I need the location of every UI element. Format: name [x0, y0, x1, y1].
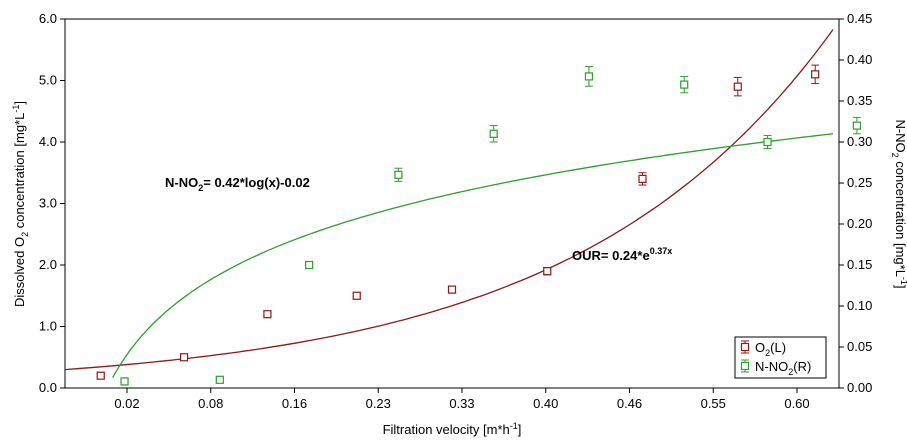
nno2-data-point — [680, 75, 689, 94]
o2-data-point — [543, 266, 552, 276]
left-tick-label: 6.0 — [39, 11, 57, 26]
o2-fit-equation: OUR= 0.24*e0.37x — [572, 246, 672, 263]
x-tick-label: 0.55 — [701, 396, 726, 411]
x-axis-ticks: 0.02 0.08 0.16 0.23 0.33 0.40 0.46 0.55 0.60 — [114, 388, 810, 411]
plot-area — [64, 18, 840, 389]
y-left-axis-label: Dissolved O2 concentration [mg*L-1] — [11, 101, 30, 307]
x-tick-label: 0.60 — [784, 396, 809, 411]
o2-data-point — [447, 285, 457, 294]
nno2-data-point — [763, 134, 772, 150]
left-tick-label: 5.0 — [39, 73, 57, 88]
o2-data-point — [638, 172, 647, 186]
nno2-data-point — [584, 66, 594, 87]
nno2-data-point — [215, 375, 224, 384]
left-tick-label: 4.0 — [39, 134, 57, 149]
o2-data-point — [179, 353, 189, 362]
right-tick-label: 0.40 — [847, 52, 872, 67]
nno2-fit-curve — [112, 133, 834, 379]
right-tick-label: 0.30 — [847, 134, 872, 149]
x-tick-label: 0.33 — [449, 396, 474, 411]
x-tick-label: 0.16 — [282, 396, 307, 411]
fit-curves — [64, 29, 834, 379]
o2-data-point — [263, 310, 272, 319]
o2-data-point — [96, 371, 105, 380]
o2-fit-curve — [64, 29, 834, 371]
right-tick-label: 0.00 — [847, 380, 872, 395]
legend-o2-marker — [740, 340, 750, 354]
x-tick-label: 0.02 — [114, 396, 139, 411]
right-axis-ticks: 0.00 0.05 0.10 0.15 0.20 0.25 0.30 0.35 0.40 0.45 — [839, 11, 872, 395]
data-points — [96, 64, 861, 386]
legend: O2(L) N-NO2(R) — [734, 336, 827, 379]
x-tick-label: 0.23 — [366, 396, 391, 411]
o2-data-point — [352, 291, 361, 300]
nno2-data-point — [489, 125, 498, 143]
left-axis-ticks: 0.0 1.0 2.0 3.0 4.0 5.0 6.0 — [39, 11, 65, 395]
left-tick-label: 3.0 — [39, 196, 57, 211]
legend-nno2-symbol — [740, 359, 750, 373]
legend-o2-label: O2(L) — [755, 340, 786, 358]
legend-o2-symbol — [740, 340, 750, 354]
x-tick-label: 0.08 — [198, 396, 223, 411]
right-tick-label: 0.20 — [847, 216, 872, 231]
nno2-data-point — [852, 116, 861, 135]
x-tick-label: 0.46 — [617, 396, 642, 411]
left-tick-label: 1.0 — [39, 319, 57, 334]
o2-data-point — [733, 76, 742, 97]
legend-nno2-label: N-NO2(R) — [755, 359, 811, 377]
left-tick-label: 2.0 — [39, 257, 57, 272]
nno2-data-point — [120, 377, 129, 386]
right-tick-label: 0.10 — [847, 298, 872, 313]
x-tick-label: 0.40 — [533, 396, 558, 411]
y-right-axis-label: N-NO2 concentration [mg*L-1] — [890, 119, 907, 288]
left-tick-label: 0.0 — [39, 380, 57, 395]
legend-nno2-marker — [740, 359, 750, 373]
right-tick-label: 0.45 — [847, 11, 872, 26]
right-tick-label: 0.15 — [847, 257, 872, 272]
x-axis-label: Filtration velocity [m*h-1] — [383, 421, 522, 437]
nno2-data-point — [305, 260, 314, 270]
nno2-fit-equation: N-NO2= 0.42*log(x)-0.02 — [165, 175, 310, 193]
right-tick-label: 0.35 — [847, 93, 872, 108]
legend-box — [734, 336, 827, 379]
right-tick-label: 0.25 — [847, 175, 872, 190]
nno2-data-point — [394, 167, 403, 182]
o2-data-point — [811, 64, 820, 85]
right-tick-label: 0.05 — [847, 339, 872, 354]
